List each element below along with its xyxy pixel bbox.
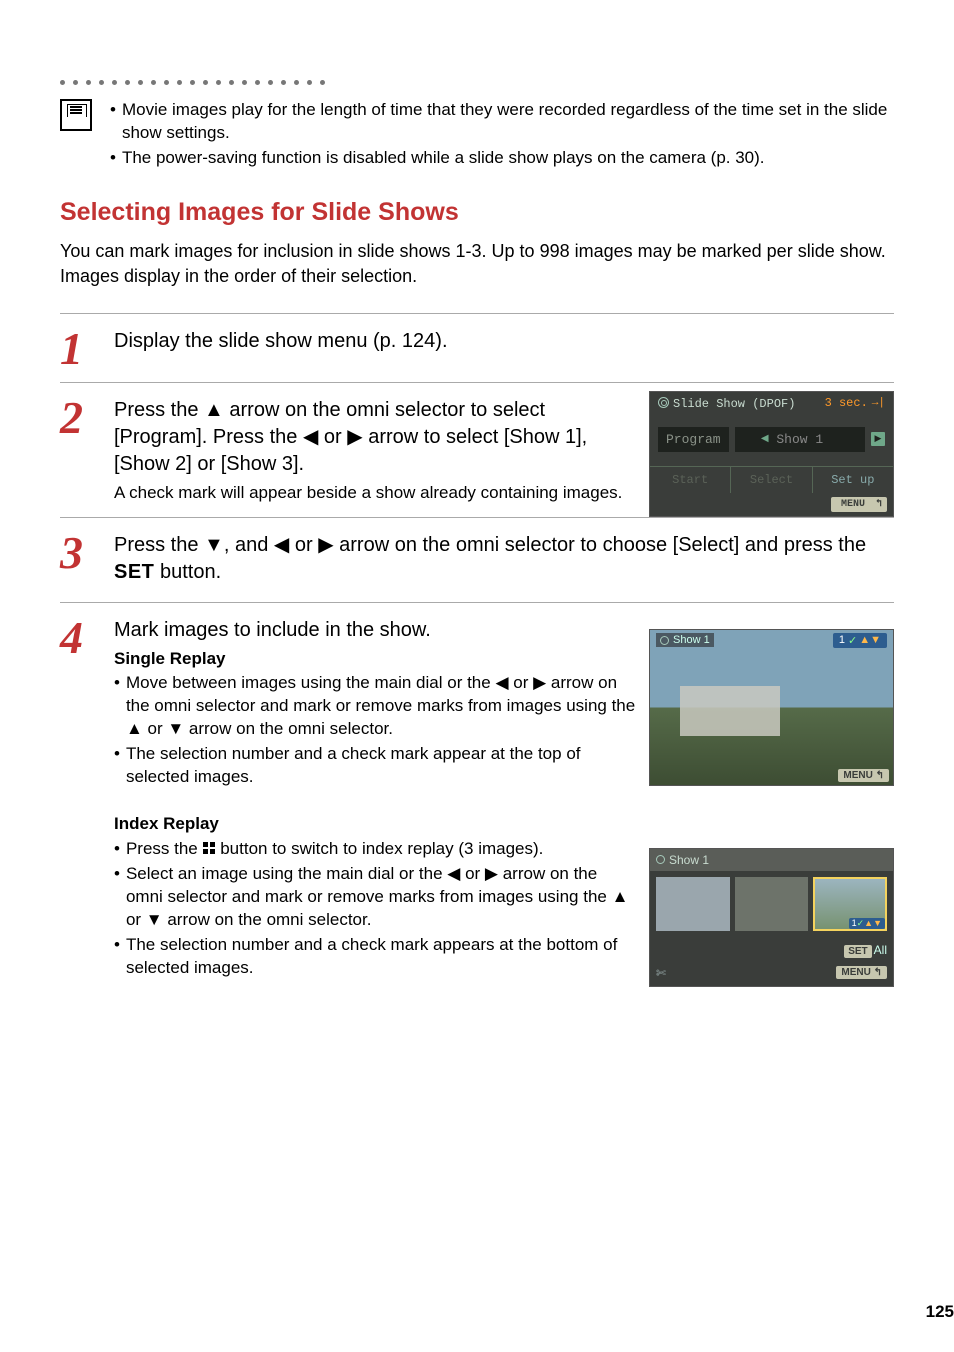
list-item: Move between images using the main dial … (126, 672, 636, 741)
thumbnail (656, 877, 730, 931)
set-button-label: SET (114, 561, 154, 583)
lcd-setup-button: Set up (813, 467, 893, 493)
selection-badge: 1✓▲▼ (849, 918, 885, 929)
step-number: 4 (60, 617, 98, 658)
list-item: Select an image using the main dial or t… (126, 863, 636, 932)
step-3: 3 Press the ▼, and ◀ or ▶ arrow on the o… (60, 517, 894, 602)
step-2: 2 Press the ▲ arrow on the omni selector… (60, 382, 894, 517)
up-arrow-icon: ▲ (612, 886, 629, 909)
index-grid-icon (203, 842, 216, 855)
all-label: All (874, 943, 887, 957)
slideshow-icon (658, 397, 669, 408)
lcd-timer: 3 sec. (825, 396, 868, 410)
step-number: 1 (60, 328, 98, 369)
lcd-title: Show 1 (673, 634, 710, 646)
right-arrow-icon: ▶ (533, 672, 546, 695)
left-arrow-icon: ◀ (495, 672, 508, 695)
lcd-title: Show 1 (669, 853, 709, 867)
step-title: Press the ▼, and ◀ or ▶ arrow on the omn… (114, 532, 894, 586)
decorative-dot-row (60, 80, 894, 85)
step-1: 1 Display the slide show menu (p. 124). (60, 313, 894, 381)
left-arrow-icon: ◀ (303, 424, 318, 451)
right-arrow-icon: ▶ (347, 424, 362, 451)
slideshow-icon (660, 636, 669, 645)
single-replay-heading: Single Replay (114, 648, 636, 671)
list-item: Press the button to switch to index repl… (126, 838, 543, 861)
section-heading: Selecting Images for Slide Shows (60, 198, 894, 227)
selection-badge: 1✓▲▼ (833, 633, 887, 648)
index-replay-heading: Index Replay (114, 813, 636, 836)
up-arrow-icon: ▲ (204, 397, 224, 424)
lcd-show-label: Show 1 (776, 432, 823, 447)
left-arrow-icon: ◀ (447, 863, 460, 886)
note-item: The power-saving function is disabled wh… (122, 147, 765, 170)
down-arrow-icon: ▼ (204, 532, 224, 559)
note-list: •Movie images play for the length of tim… (110, 99, 894, 172)
page-number: 125 (926, 1302, 954, 1322)
step-subtext: A check mark will appear beside a show a… (114, 482, 636, 505)
step-4: 4 Mark images to include in the show. Si… (60, 602, 894, 994)
menu-chip: MENU ↰ (838, 769, 889, 782)
menu-chip: MENU ↰ (831, 497, 887, 512)
left-arrow-icon: ◀ (761, 433, 769, 445)
lcd-photo-preview (650, 630, 893, 785)
step-number: 3 (60, 532, 98, 573)
lcd-index-replay: Show 1 1✓▲▼ ✄ SETAll MENU ↰ (649, 848, 894, 987)
right-arrow-icon: ▶ (871, 432, 885, 446)
list-item: The selection number and a check mark ap… (126, 934, 636, 980)
note-item: Movie images play for the length of time… (122, 99, 894, 145)
right-arrow-icon: ▶ (318, 532, 333, 559)
step-number: 2 (60, 397, 98, 438)
step-title: Display the slide show menu (p. 124). (114, 328, 894, 355)
up-arrow-icon: ▲ (126, 718, 143, 741)
right-arrow-icon: ▶ (485, 863, 498, 886)
note-icon (60, 99, 92, 131)
thumbnail (735, 877, 809, 931)
step-title: Mark images to include in the show. (114, 617, 636, 644)
lcd-title: Slide Show (DPOF) (673, 397, 795, 411)
lcd-start-button: Start (650, 467, 731, 493)
lcd-program-label: Program (658, 427, 729, 452)
menu-chip: MENU ↰ (836, 966, 887, 979)
intro-paragraph: You can mark images for inclusion in sli… (60, 239, 894, 289)
list-item: The selection number and a check mark ap… (126, 743, 636, 789)
lcd-select-button: Select (731, 467, 812, 493)
note-block: •Movie images play for the length of tim… (60, 99, 894, 172)
set-chip: SET (844, 945, 871, 958)
down-arrow-icon: ▼ (167, 718, 184, 741)
slideshow-icon (656, 855, 665, 864)
thumbnail-selected: 1✓▲▼ (813, 877, 887, 931)
lcd-single-replay: Show 1 1✓▲▼ MENU ↰ (649, 629, 894, 786)
step-title: Press the ▲ arrow on the omni selector t… (114, 397, 636, 478)
scissors-icon: ✄ (656, 966, 666, 980)
lcd-slide-show-menu: Slide Show (DPOF) 3 sec.→| Program ◀ Sho… (649, 391, 894, 517)
left-arrow-icon: ◀ (274, 532, 289, 559)
down-arrow-icon: ▼ (146, 909, 163, 932)
